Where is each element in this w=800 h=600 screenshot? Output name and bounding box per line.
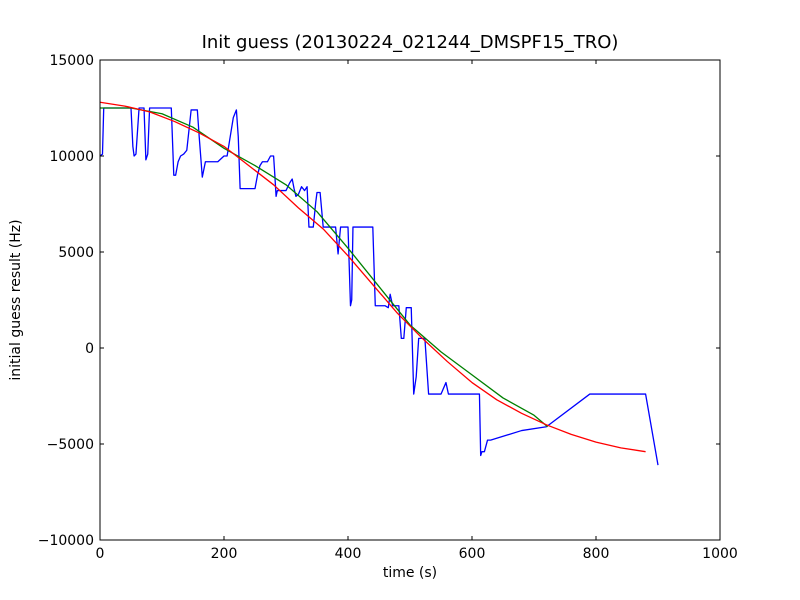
series-line-3 (100, 101, 646, 453)
axes-frame (99, 59, 721, 541)
x-tick-label: 400 (335, 546, 362, 562)
ticks: 0 200 400 600 800 1000 −10000 −5000 0 5000 10000 15… (38, 53, 738, 562)
y-tick-label: 15000 (49, 53, 94, 69)
series-line-2 (100, 107, 549, 428)
y-tick-label: 0 (85, 341, 94, 357)
chart-title: Init guess (20130224_021244_DMSPF15_TRO) (202, 32, 619, 53)
y-tick-label: −5000 (47, 437, 94, 453)
y-axis-label: initial guess result (Hz) (8, 219, 24, 380)
series-line-1 (100, 107, 659, 466)
x-tick-label: 1000 (702, 546, 738, 562)
x-tick-label: 600 (459, 546, 486, 562)
y-tick-label: 10000 (49, 149, 94, 165)
x-tick-label: 200 (211, 546, 238, 562)
axes-border (99, 59, 721, 541)
plot-area (100, 101, 659, 466)
x-axis-label: time (s) (383, 565, 437, 581)
x-tick-label: 800 (583, 546, 610, 562)
y-tick-label: 5000 (58, 245, 94, 261)
x-tick-label: 0 (96, 546, 105, 562)
y-tick-label: −10000 (38, 533, 94, 549)
